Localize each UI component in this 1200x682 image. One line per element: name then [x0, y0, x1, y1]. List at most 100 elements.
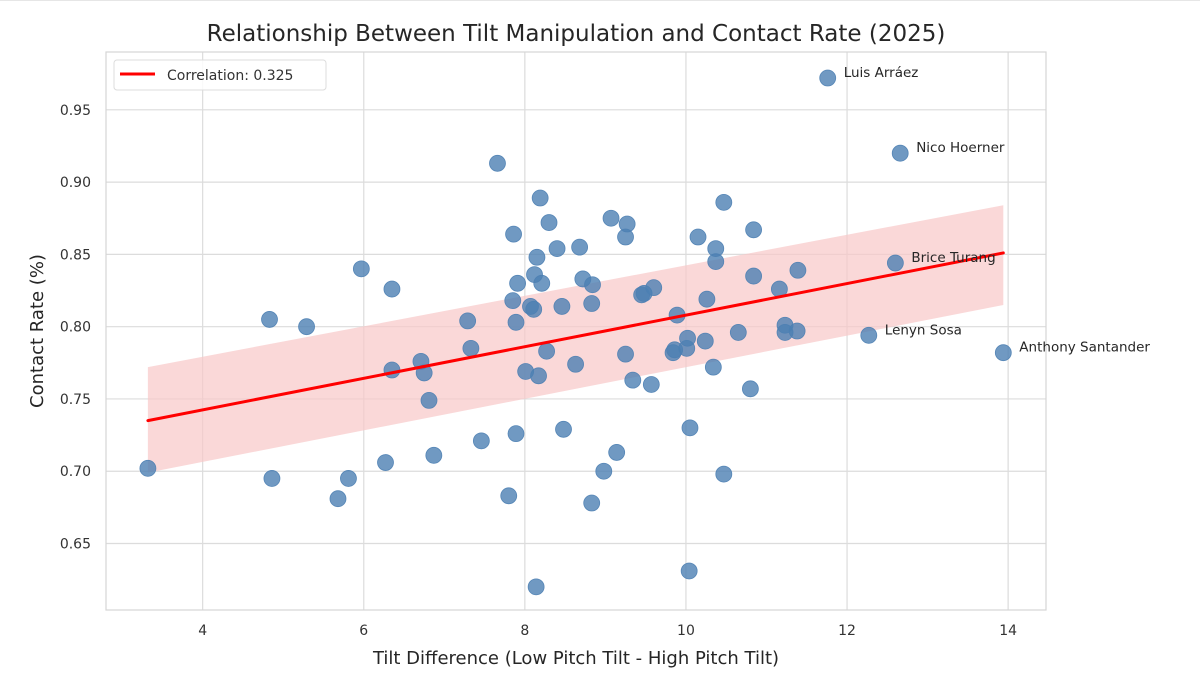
- data-point: [729, 324, 747, 341]
- data-point: [383, 361, 401, 379]
- y-tick-label: 0.75: [60, 392, 91, 408]
- annotations-layer: Luis Arráez Nico Hoerner Brice Turang Lenyn…: [844, 65, 1151, 356]
- y-tick-label: 0.95: [60, 103, 91, 119]
- data-point: [715, 193, 733, 211]
- x-tick-label: 8: [520, 623, 529, 639]
- data-point: [707, 253, 725, 271]
- data-point: [696, 332, 714, 350]
- data-point: [527, 578, 545, 596]
- confidence-band-layer: [147, 205, 1004, 473]
- data-point: [715, 465, 733, 483]
- data-point: [584, 276, 601, 294]
- data-point: [681, 419, 699, 437]
- chart-title: Relationship Between Tilt Manipulation a…: [207, 21, 946, 47]
- data-point: [583, 295, 601, 312]
- data-point: [745, 221, 763, 239]
- data-point: [530, 367, 547, 385]
- data-point: [352, 260, 370, 278]
- data-point: [383, 280, 401, 298]
- y-tick-label: 0.70: [60, 464, 91, 480]
- point-annotation: Nico Hoerner: [916, 140, 1005, 156]
- point-annotation: Brice Turang: [911, 250, 995, 266]
- data-point: [689, 228, 707, 246]
- data-point: [261, 311, 278, 328]
- legend: Correlation: 0.325: [113, 59, 327, 91]
- points-layer: [139, 69, 1012, 596]
- data-point: [617, 345, 634, 363]
- data-point: [645, 279, 663, 297]
- data-point: [525, 300, 543, 318]
- window-top-border: [0, 0, 1200, 1]
- data-point: [500, 487, 518, 505]
- data-point: [583, 494, 601, 512]
- data-point: [472, 432, 490, 450]
- data-point: [553, 298, 571, 315]
- point-annotation: Lenyn Sosa: [885, 322, 962, 338]
- x-tick-label: 10: [677, 623, 695, 639]
- point-annotation: Luis Arráez: [844, 65, 919, 81]
- y-tick-labels: 0.65 0.70 0.75 0.80 0.85 0.90 0.95: [60, 103, 91, 553]
- data-point: [789, 261, 807, 279]
- data-point: [624, 371, 642, 389]
- data-point: [788, 322, 806, 340]
- labeled-data-point: [860, 326, 878, 344]
- labeled-data-point: [994, 344, 1012, 362]
- data-point: [680, 562, 698, 580]
- data-point: [567, 355, 584, 373]
- labeled-data-point: [891, 144, 909, 162]
- regression-line-layer: [146, 251, 1005, 423]
- data-point: [507, 313, 525, 331]
- data-point: [462, 339, 480, 357]
- data-point: [745, 267, 763, 285]
- data-point: [420, 391, 438, 409]
- x-tick-labels: 4 6 8 10 12 14: [198, 623, 1017, 639]
- data-point: [679, 329, 696, 347]
- data-point: [642, 376, 660, 393]
- data-point: [377, 454, 394, 471]
- data-point: [741, 380, 759, 398]
- data-point: [504, 292, 522, 310]
- confidence-band: [147, 205, 1004, 473]
- data-point: [608, 444, 626, 461]
- data-point: [602, 209, 620, 227]
- data-point: [555, 420, 572, 438]
- y-tick-label: 0.65: [60, 537, 91, 553]
- data-point: [139, 459, 157, 477]
- data-point: [298, 318, 315, 336]
- x-axis-label: Tilt Difference (Low Pitch Tilt - High P…: [372, 648, 779, 669]
- y-axis-label: Contact Rate (%): [27, 254, 48, 408]
- data-point: [489, 154, 506, 172]
- data-point: [507, 425, 525, 443]
- data-point: [531, 189, 549, 207]
- plot-frame: [105, 51, 1047, 611]
- data-point: [509, 274, 527, 292]
- data-point: [528, 248, 546, 266]
- data-point: [698, 290, 716, 308]
- data-point: [571, 238, 589, 256]
- regression-line: [146, 251, 1005, 423]
- legend-box: [113, 59, 327, 91]
- data-point: [505, 225, 522, 243]
- data-point: [329, 490, 347, 508]
- x-gridlines: [202, 52, 1009, 610]
- data-point: [548, 240, 566, 258]
- x-tick-label: 14: [999, 623, 1017, 639]
- data-point: [415, 364, 433, 382]
- data-point: [340, 470, 357, 487]
- data-point: [538, 342, 555, 360]
- data-point: [263, 470, 281, 487]
- data-point: [617, 228, 634, 246]
- x-tick-label: 4: [198, 623, 207, 639]
- legend-label: Correlation: 0.325: [167, 68, 293, 84]
- data-point: [425, 446, 443, 464]
- y-tick-label: 0.80: [60, 320, 91, 336]
- labeled-data-point: [819, 69, 837, 87]
- point-annotation: Anthony Santander: [1019, 340, 1150, 356]
- x-tick-label: 6: [359, 623, 368, 639]
- labeled-data-point: [886, 254, 904, 272]
- data-point: [540, 214, 558, 231]
- data-point: [459, 312, 477, 330]
- y-tick-label: 0.90: [60, 175, 91, 191]
- data-point: [533, 274, 551, 292]
